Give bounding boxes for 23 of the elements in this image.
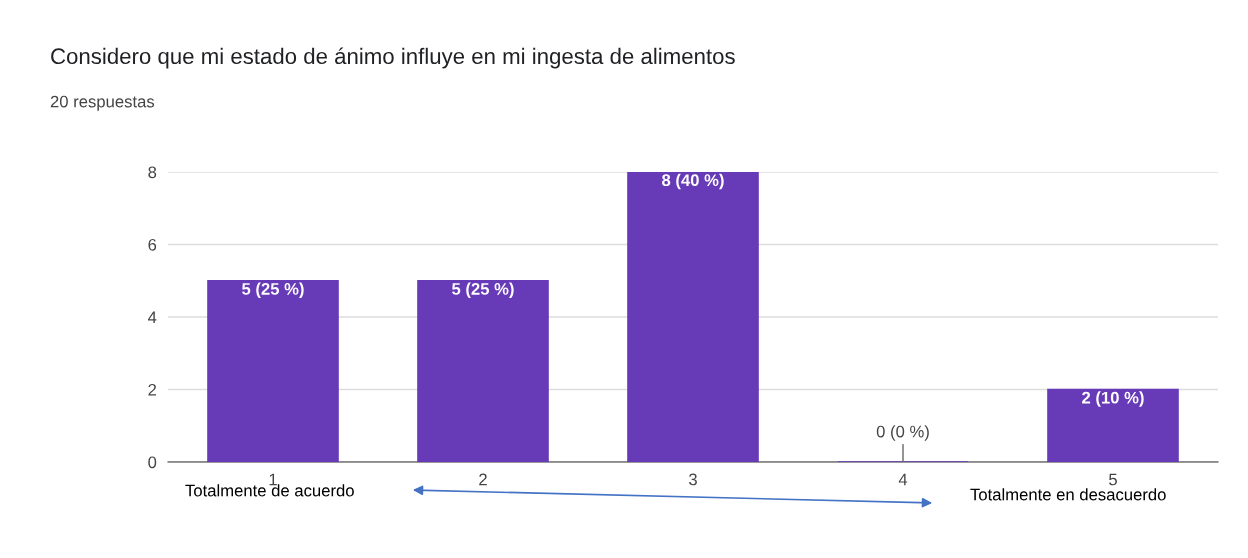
- y-tick-label: 8: [148, 166, 157, 179]
- chart-subtitle: 20 respuestas: [50, 95, 155, 111]
- bar: [1047, 388, 1179, 462]
- y-tick-label: 4: [148, 311, 157, 324]
- x-tick-label: 4: [898, 473, 908, 486]
- y-tick-label: 0: [148, 456, 157, 469]
- chart-title: Considero que mi estado de ánimo influye en mi ingesta de alimentos: [51, 47, 735, 69]
- bar: [627, 172, 759, 462]
- x-tick-label: 5: [1109, 473, 1117, 486]
- data-label: 0 (0 %): [876, 425, 929, 441]
- data-label: 8 (40 %): [662, 173, 724, 190]
- bar: [207, 280, 339, 462]
- x-tick-label: 2: [479, 473, 487, 486]
- y-tick-label: 2: [148, 383, 157, 396]
- text: Totalmente de acuerdo: [185, 484, 354, 497]
- data-label: 5 (25 %): [242, 282, 304, 299]
- data-label: 5 (25 %): [452, 282, 514, 299]
- y-tick-label: 6: [148, 238, 157, 251]
- x-tick-label: 3: [689, 473, 697, 486]
- data-label: 2 (10 %): [1082, 391, 1144, 407]
- bar: [417, 280, 549, 462]
- text: Totalmente en desacuerdo: [970, 488, 1166, 501]
- x-tick-label: 1: [269, 473, 277, 486]
